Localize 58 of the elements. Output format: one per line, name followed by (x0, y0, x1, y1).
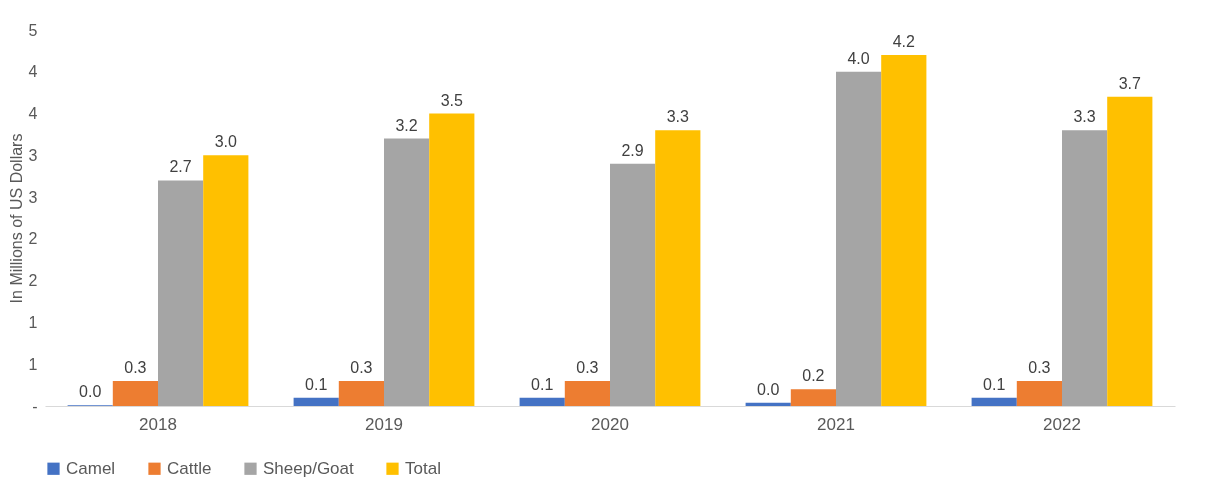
y-tick-label: 4 (28, 63, 38, 81)
data-label: 0.3 (576, 358, 599, 376)
y-tick-label: 1 (28, 313, 38, 331)
bar (203, 155, 249, 406)
data-label: 4.2 (892, 33, 916, 51)
bar (338, 380, 384, 406)
data-label: 3.3 (666, 108, 690, 126)
data-label: 3.2 (395, 116, 418, 134)
bar (1062, 130, 1108, 406)
x-tick-label: 2018 (139, 414, 177, 434)
legend-label: Camel (66, 458, 116, 478)
bar (610, 163, 656, 406)
data-label: 0.0 (757, 380, 780, 398)
x-tick-label: 2021 (817, 414, 855, 434)
bar (1016, 380, 1062, 406)
bar (519, 397, 565, 406)
data-label: 0.3 (1028, 358, 1051, 376)
legend-label: Cattle (167, 458, 212, 478)
data-label: 0.1 (983, 375, 1006, 393)
bar (790, 389, 836, 406)
y-tick-label: 4 (28, 105, 38, 123)
bar (384, 138, 430, 406)
data-label: 3.0 (214, 133, 238, 151)
x-tick-label: 2019 (365, 414, 403, 434)
data-label: 0.0 (79, 383, 102, 401)
y-tick-label: 3 (28, 188, 38, 206)
data-label: 2.7 (169, 158, 192, 176)
data-label: 3.7 (1118, 74, 1142, 92)
bar (971, 397, 1017, 406)
y-tick-label: 2 (28, 230, 38, 248)
bar (429, 113, 475, 406)
data-label: 2.9 (621, 141, 644, 159)
y-axis-title: In Millions of US Dollars (7, 133, 25, 304)
y-tick-label: 3 (28, 146, 38, 164)
data-label: 3.5 (440, 91, 464, 109)
bar (655, 130, 701, 406)
data-label: 0.3 (124, 358, 147, 376)
x-tick-label: 2022 (1043, 414, 1081, 434)
bar (836, 71, 882, 406)
bar (1107, 96, 1153, 406)
data-label: 3.3 (1073, 108, 1096, 126)
data-label: 0.2 (802, 367, 825, 385)
data-label: 0.1 (531, 375, 554, 393)
x-tick-label: 2020 (591, 414, 629, 434)
data-label: 4.0 (847, 49, 870, 67)
y-tick-label: 1 (28, 355, 38, 373)
y-tick-label: 5 (28, 21, 38, 39)
y-tick-label: - (32, 397, 38, 415)
bar (293, 397, 339, 406)
data-label: 0.1 (305, 375, 328, 393)
bar (158, 180, 204, 406)
legend-label: Total (405, 458, 441, 478)
bar (564, 380, 610, 406)
data-label: 0.3 (350, 358, 373, 376)
legend-label: Sheep/Goat (263, 458, 355, 478)
bar (881, 55, 927, 406)
y-tick-label: 2 (28, 272, 38, 290)
bar (112, 380, 158, 406)
